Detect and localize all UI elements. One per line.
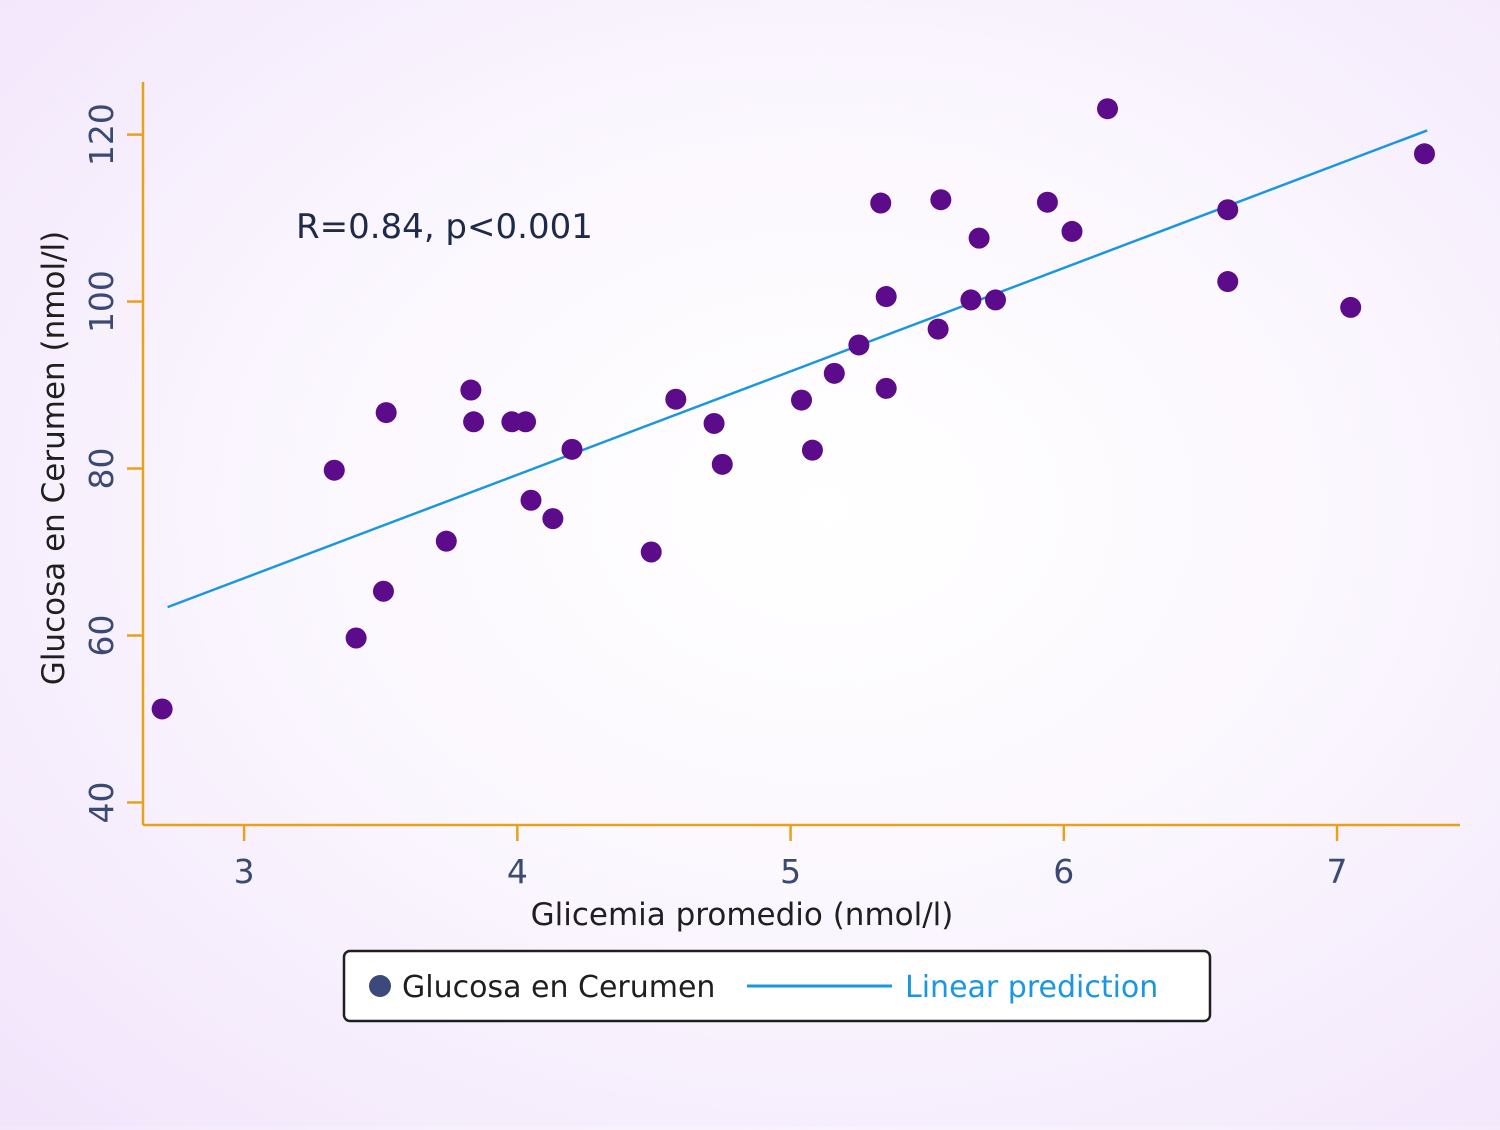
data-point [345,627,367,649]
data-point [542,508,564,530]
data-point [460,379,482,401]
data-point [665,388,687,410]
x-axis-label: Glicemia promedio (nmol/l) [531,897,954,933]
data-point [1217,199,1239,221]
data-point [515,411,537,433]
legend-marker-scatter [369,975,391,997]
regression-line [167,129,1428,609]
legend: Glucosa en Cerumen Linear prediction [342,949,1212,1023]
data-point [151,698,173,720]
scatter-series [151,98,1435,720]
x-tick-label: 4 [507,852,528,891]
data-point [711,453,733,475]
data-point [801,439,823,461]
y-tick-label: 80 [82,448,121,490]
data-point [1340,296,1362,318]
data-point [1061,220,1083,242]
data-point [870,192,892,214]
data-point [875,377,897,399]
data-point [960,289,982,311]
data-point [791,389,812,411]
data-point [703,412,725,434]
data-point [463,411,485,433]
y-tick-label: 60 [82,614,121,656]
x-tick-label: 7 [1327,852,1348,891]
axes [141,82,1460,827]
data-point [875,286,897,308]
data-point [848,334,870,356]
y-axis-label: Glucosa en Cerumen (nmol/l) [36,231,72,685]
data-point [1217,271,1239,293]
data-point [968,227,990,249]
data-point [323,459,345,481]
data-point [984,289,1006,311]
y-tick-label: 120 [82,103,121,166]
x-tick-label: 6 [1053,852,1074,891]
x-tick-label: 5 [780,852,801,891]
y-tick-label: 100 [82,270,121,333]
legend-label-line: Linear prediction [905,970,1158,1005]
correlation-annotation: R=0.84, p<0.001 [296,207,593,247]
data-point [561,438,583,460]
data-point [520,489,542,511]
data-point [435,530,457,552]
data-point [1036,191,1058,213]
x-axis-ticks: 3 4 5 6 7 [234,825,1348,891]
data-point [375,402,397,424]
data-point [1097,98,1119,120]
data-point [1413,143,1435,165]
legend-label-scatter: Glucosa en Cerumen [402,970,715,1005]
data-point [372,580,394,602]
linear-prediction-series [167,129,1428,609]
data-point [930,189,952,211]
y-axis-ticks: 40 60 80 100 120 [82,103,143,823]
data-point [823,362,845,384]
x-tick-label: 3 [234,852,255,891]
data-point [927,318,949,340]
data-point [640,541,662,563]
y-tick-label: 40 [82,781,121,823]
